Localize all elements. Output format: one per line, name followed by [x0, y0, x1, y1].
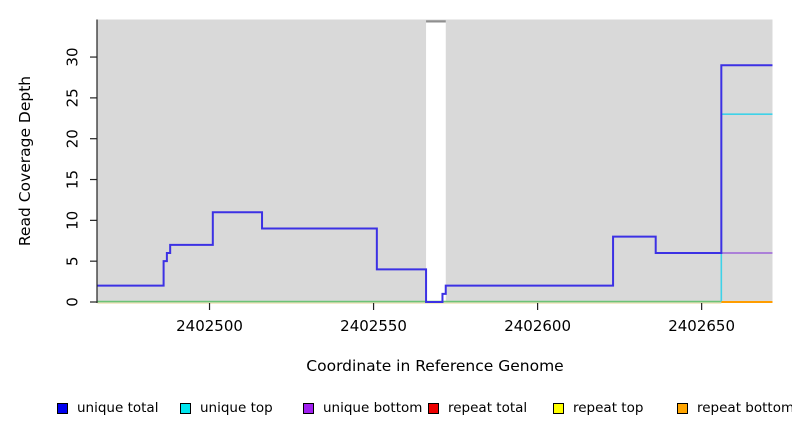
- y-tick-label: 5: [64, 256, 82, 266]
- x-tick-label: 2402600: [504, 317, 571, 335]
- legend-swatch-repeat-bottom: [677, 403, 688, 414]
- gap-band-cap: [426, 20, 446, 23]
- y-tick-label: 25: [64, 88, 82, 107]
- x-axis-title: Coordinate in Reference Genome: [306, 357, 563, 375]
- legend-label: unique bottom: [323, 400, 423, 416]
- x-tick-label: 2402500: [176, 317, 243, 335]
- legend-item-repeat-top: repeat top: [553, 401, 643, 416]
- legend-label: repeat bottom: [697, 400, 792, 416]
- legend-item-repeat-bottom: repeat bottom: [677, 401, 792, 416]
- legend-item-unique-total: unique total: [57, 401, 158, 416]
- y-tick-label: 20: [64, 129, 82, 148]
- x-tick-label: 2402650: [668, 317, 735, 335]
- legend-swatch-repeat-top: [553, 403, 564, 414]
- y-tick-label: 15: [64, 170, 82, 189]
- legend-item-unique-top: unique top: [180, 401, 273, 416]
- legend-item-repeat-total: repeat total: [428, 401, 527, 416]
- legend-swatch-unique-bottom: [303, 403, 314, 414]
- legend-swatch-unique-top: [180, 403, 191, 414]
- y-tick-label: 30: [64, 48, 82, 67]
- legend-label: unique top: [200, 400, 273, 416]
- legend-swatch-unique-total: [57, 403, 68, 414]
- legend-item-unique-bottom: unique bottom: [303, 401, 422, 416]
- legend-label: unique total: [77, 400, 159, 416]
- legend: unique total unique top unique bottom repea…: [0, 399, 792, 421]
- legend-label: repeat total: [448, 400, 528, 416]
- y-axis-title: Read Coverage Depth: [16, 76, 34, 246]
- legend-label: repeat top: [573, 400, 644, 416]
- legend-swatch-repeat-total: [428, 403, 439, 414]
- gap-band: [426, 22, 446, 303]
- y-tick-label: 0: [64, 297, 82, 307]
- series-unique-total-line: [97, 64, 773, 303]
- y-tick-label: 10: [64, 211, 82, 230]
- x-tick-label: 2402550: [340, 317, 407, 335]
